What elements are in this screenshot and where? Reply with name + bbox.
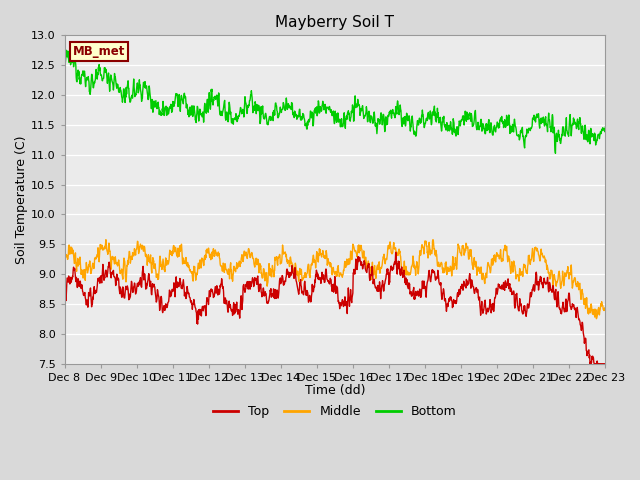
- Text: MB_met: MB_met: [73, 45, 125, 58]
- Bottom: [490, 124, 498, 130]
- Y-axis label: Soil Temperature (C): Soil Temperature (C): [15, 135, 28, 264]
- X-axis label: Time (dd): Time (dd): [305, 384, 365, 397]
- Top: [586, 361, 594, 367]
- Legend: Top, Middle, Bottom: Top, Middle, Bottom: [208, 400, 461, 423]
- Line: Top: Top: [65, 252, 605, 364]
- Middle: [490, 253, 498, 259]
- Middle: [602, 307, 609, 312]
- Top: [538, 281, 545, 287]
- Top: [61, 297, 68, 302]
- Middle: [61, 249, 68, 255]
- Middle: [429, 237, 436, 242]
- Middle: [593, 316, 600, 322]
- Top: [602, 361, 609, 367]
- Top: [168, 289, 175, 295]
- Bottom: [538, 115, 545, 121]
- Middle: [241, 252, 249, 257]
- Top: [490, 309, 498, 314]
- Top: [181, 289, 189, 295]
- Top: [392, 250, 399, 255]
- Middle: [419, 244, 427, 250]
- Line: Bottom: Bottom: [65, 50, 605, 153]
- Bottom: [552, 150, 559, 156]
- Top: [419, 282, 427, 288]
- Bottom: [63, 48, 70, 53]
- Bottom: [602, 124, 609, 130]
- Middle: [168, 250, 175, 256]
- Middle: [538, 251, 545, 257]
- Bottom: [419, 112, 427, 118]
- Bottom: [242, 100, 250, 106]
- Line: Middle: Middle: [65, 240, 605, 319]
- Top: [241, 287, 249, 292]
- Bottom: [168, 108, 176, 114]
- Bottom: [61, 58, 68, 64]
- Title: Mayberry Soil T: Mayberry Soil T: [275, 15, 394, 30]
- Middle: [181, 259, 189, 264]
- Bottom: [181, 94, 189, 99]
